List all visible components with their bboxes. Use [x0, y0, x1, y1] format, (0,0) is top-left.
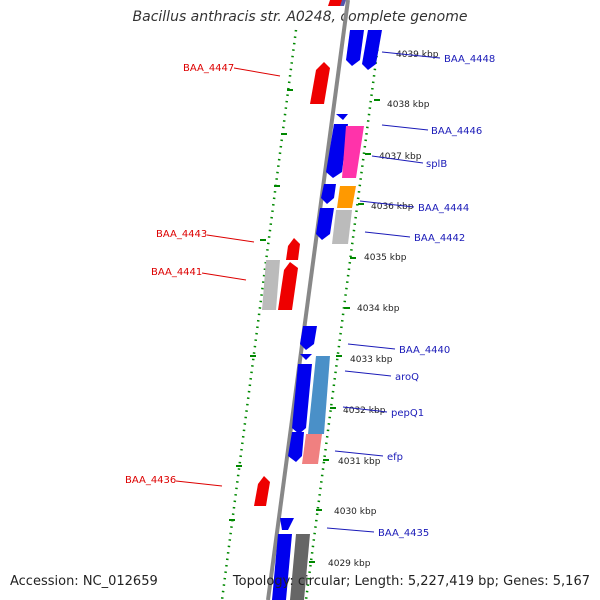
gene-aroQ-small[interactable]	[300, 354, 312, 360]
kbp-label: 4033 kbp	[350, 355, 393, 365]
gene-label-pepQ1[interactable]: pepQ1	[391, 408, 424, 419]
kbp-label: 4039 kbp	[396, 50, 439, 60]
gene-pepQ1[interactable]	[308, 356, 330, 434]
kbp-label: 4029 kbp	[328, 559, 371, 569]
gene-label-splB[interactable]: splB	[426, 159, 447, 170]
gene-label-BAA_4440[interactable]: BAA_4440	[399, 345, 450, 356]
forward-gene-labels: BAA_4448 BAA_4446 splB BAA_4444 BAA_4442…	[326, 51, 495, 539]
gene-label-BAA_4442[interactable]: BAA_4442	[414, 233, 465, 244]
gene-BAA_4442-a[interactable]	[316, 208, 334, 240]
gene-BAA_4444-a[interactable]	[321, 184, 336, 204]
gene-label-BAA_4448[interactable]: BAA_4448	[444, 54, 495, 65]
genome-title: Bacillus anthracis str. A0248, complete …	[132, 9, 468, 25]
kbp-label: 4034 kbp	[357, 304, 400, 314]
gene-efp-a[interactable]	[288, 432, 304, 462]
kbp-label: 4036 kbp	[371, 202, 414, 212]
gene-label-BAA_4447[interactable]: BAA_4447	[183, 63, 234, 74]
gene-BAA_4435-small[interactable]	[280, 518, 294, 530]
genome-info-text: Topology: circular; Length: 5,227,419 bp…	[232, 574, 590, 589]
kbp-label: 4037 kbp	[379, 152, 422, 162]
gene-BAA_4447[interactable]	[310, 62, 330, 104]
gene-label-BAA_4444[interactable]: BAA_4444	[418, 203, 469, 214]
gene-BAA_4441-grey[interactable]	[262, 260, 280, 310]
gene-aroQ[interactable]	[292, 364, 312, 434]
gene-label-aroQ[interactable]: aroQ	[395, 372, 419, 383]
gene-BAA_4441[interactable]	[278, 262, 298, 310]
gene-BAA_4444-b[interactable]	[337, 186, 356, 208]
gene-label-BAA_4441[interactable]: BAA_4441	[151, 267, 202, 278]
gene-label-BAA_4443[interactable]: BAA_4443	[156, 229, 207, 240]
kbp-label: 4038 kbp	[387, 100, 430, 110]
outer-dotted-ring-right	[304, 29, 382, 600]
gene-BAA_4435[interactable]	[272, 534, 292, 600]
kbp-label: 4035 kbp	[364, 253, 407, 263]
gene-BAA_4446[interactable]	[326, 124, 348, 178]
reverse-gene-labels: BAA_4447 BAA_4443 BAA_4441 BAA_4436	[125, 63, 281, 487]
gene-BAA_4435-grey[interactable]	[290, 534, 310, 600]
ring-tick-marks	[229, 89, 380, 563]
gene-BAA_4442-b[interactable]	[332, 210, 352, 244]
gene-label-BAA_4436[interactable]: BAA_4436	[125, 475, 176, 486]
gene-BAA_4436[interactable]	[254, 476, 270, 506]
gene-BAA_4448-b[interactable]	[362, 30, 382, 70]
gene-BAA_4448-a[interactable]	[346, 30, 364, 66]
gene-label-efp[interactable]: efp	[387, 452, 403, 463]
accession-text: Accession: NC_012659	[10, 574, 158, 589]
kbp-label: 4031 kbp	[338, 457, 381, 467]
genome-backbone	[266, 0, 350, 600]
outer-dotted-ring-left	[220, 29, 298, 600]
gene-label-BAA_4435[interactable]: BAA_4435	[378, 528, 429, 539]
gene-BAA_4446-small[interactable]	[336, 114, 348, 120]
kbp-label: 4032 kbp	[343, 406, 386, 416]
gene-splB[interactable]	[342, 126, 364, 178]
gene-efp-b[interactable]	[302, 434, 322, 464]
gene-BAA_4440[interactable]	[300, 326, 317, 350]
gene-label-BAA_4446[interactable]: BAA_4446	[431, 126, 482, 137]
reverse-genes	[254, 0, 342, 506]
kbp-tick-labels: 4039 kbp 4038 kbp 4037 kbp 4036 kbp 4035…	[328, 50, 439, 569]
gene-BAA_4443[interactable]	[286, 238, 300, 260]
forward-genes	[272, 0, 382, 600]
kbp-label: 4030 kbp	[334, 507, 377, 517]
gene-reverse-top[interactable]	[328, 0, 342, 6]
